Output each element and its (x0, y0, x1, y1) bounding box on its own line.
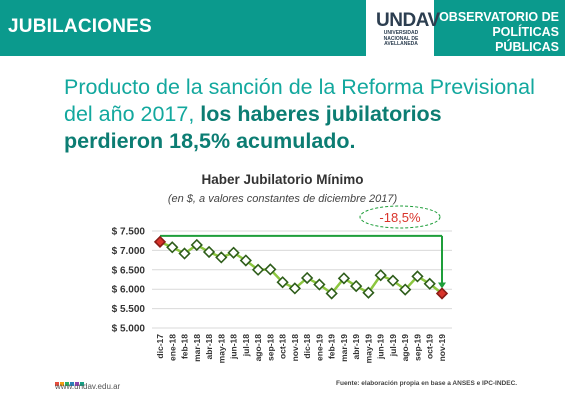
y-tick-label: $ 7.500 (112, 227, 146, 238)
data-point (239, 254, 252, 267)
x-tick-label: ene-18 (167, 334, 177, 361)
y-tick-label: $ 5.500 (112, 304, 146, 315)
annotation-bubble (359, 205, 441, 229)
website-link[interactable]: www.undav.edu.ar (55, 382, 121, 391)
data-point (374, 269, 387, 282)
header-bar: JUBILACIONES UNDAV Universidad Nacional … (0, 0, 565, 56)
undav-logo: UNDAV Universidad Nacional de Avellaneda (366, 0, 440, 56)
x-tick-label: dic-17 (155, 334, 165, 359)
x-tick-label: nov-18 (290, 334, 300, 362)
x-tick-label: oct-19 (425, 334, 435, 359)
x-tick-label: feb-18 (180, 334, 190, 359)
series-line (159, 240, 443, 296)
x-tick-label: abr-18 (204, 334, 214, 360)
data-point (362, 286, 375, 299)
color-dots (55, 373, 85, 391)
data-point (288, 282, 302, 295)
x-tick-label: nov-19 (437, 334, 447, 362)
y-tick-label: $ 6.500 (112, 265, 146, 276)
dot (65, 382, 69, 386)
data-point (264, 263, 277, 276)
dot (75, 382, 79, 386)
source-note: Fuente: elaboración propia en base a ANS… (336, 380, 518, 387)
dot (70, 382, 74, 386)
data-point (350, 279, 363, 293)
x-tick-label: jun-18 (229, 334, 239, 360)
data-point (251, 263, 265, 276)
x-tick-label: feb-19 (327, 334, 337, 359)
data-point (276, 276, 289, 289)
x-tick-label: sep-18 (265, 334, 275, 361)
section-title: JUBILACIONES (8, 16, 152, 37)
x-tick-label: jul-18 (241, 334, 251, 357)
data-point (325, 287, 338, 300)
headline: Producto de la sanción de la Reforma Pre… (64, 74, 544, 155)
data-point (227, 246, 240, 259)
headline-lead: Producto de la sanción de la Reforma Pre… (64, 75, 535, 126)
x-tick-label: may-18 (216, 334, 226, 364)
dot (80, 382, 84, 386)
annotation-label: -18,5% (379, 210, 421, 225)
y-tick-label: $ 6.000 (112, 285, 146, 296)
logo-subtitle: Universidad Nacional de Avellaneda (383, 30, 419, 48)
data-point (337, 272, 351, 285)
x-tick-label: abr-19 (351, 334, 361, 360)
data-point (202, 245, 216, 259)
x-tick-label: dic-18 (302, 334, 312, 359)
x-tick-label: oct-18 (278, 334, 288, 359)
data-point (215, 251, 228, 264)
annotation-arrow (438, 282, 446, 289)
data-point (166, 241, 179, 254)
x-tick-label: mar-18 (192, 334, 202, 362)
data-point (190, 238, 203, 252)
chart-title: Haber Jubilatorio Mínimo (201, 172, 364, 187)
data-point (300, 271, 314, 285)
data-point (178, 247, 191, 260)
x-tick-label: jun-19 (376, 334, 386, 360)
x-tick-label: mar-19 (339, 334, 349, 362)
x-tick-label: ago-19 (400, 334, 410, 362)
data-point (411, 270, 424, 283)
data-point (386, 274, 400, 287)
data-point (435, 287, 449, 300)
x-tick-label: ene-19 (314, 334, 324, 361)
x-tick-label: ago-18 (253, 334, 263, 362)
chart-subtitle: (en $, a valores constantes de diciembre… (167, 193, 398, 205)
dot (55, 382, 59, 386)
data-point (313, 278, 326, 291)
x-tick-label: may-19 (363, 334, 373, 364)
data-point (423, 277, 436, 290)
y-tick-label: $ 5.000 (112, 324, 146, 335)
x-tick-label: jul-19 (388, 334, 398, 357)
x-tick-label: sep-19 (412, 334, 422, 361)
logo-mark: UNDAV (376, 10, 440, 31)
data-point (153, 235, 167, 248)
y-tick-label: $ 7.000 (112, 246, 146, 257)
dot (60, 382, 64, 386)
observatory-title: OBSERVATORIO DE POLÍTICAS PÚBLICAS (439, 10, 559, 54)
headline-emphasis: los haberes jubilatorios perdieron 18,5%… (64, 102, 442, 153)
data-point (399, 283, 412, 296)
